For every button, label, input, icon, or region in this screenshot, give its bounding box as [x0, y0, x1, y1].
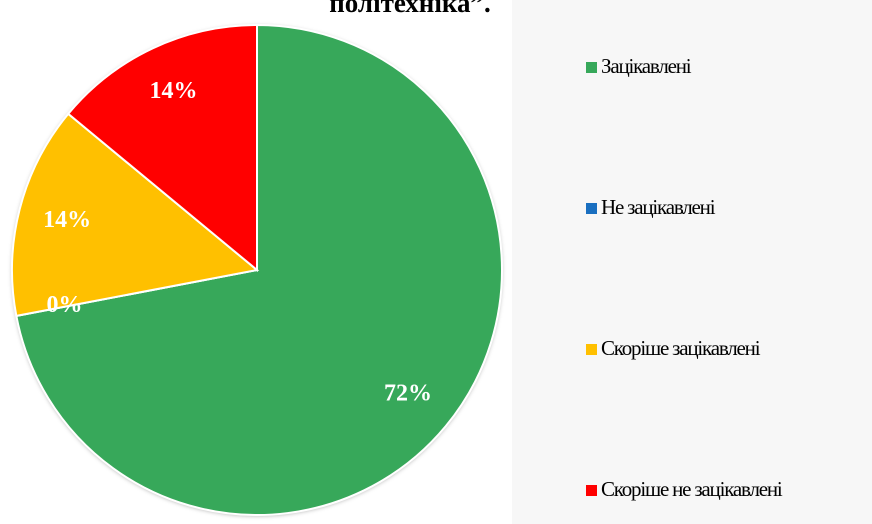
legend-label: Зацікавлені	[601, 54, 692, 78]
legend-swatch	[586, 485, 597, 496]
legend-label: Скоріше зацікавлені	[601, 336, 761, 360]
chart-title: політехніка”.	[329, 0, 491, 18]
data-label: 14%	[43, 207, 91, 233]
pie: 72% 0% 14% 14%	[11, 23, 503, 516]
pie-slice	[66, 23, 258, 273]
legend-swatch	[586, 62, 597, 73]
data-label: 0%	[46, 292, 82, 318]
legend: Зацікавлені Не зацікавлені Скоріше зацікав…	[586, 54, 784, 501]
legend-label: Скоріше не зацікавлені	[601, 477, 783, 501]
pie-slice	[11, 112, 260, 318]
legend-swatch	[586, 203, 597, 214]
data-label: 14%	[150, 78, 198, 104]
pie-slice	[15, 23, 503, 516]
legend-swatch	[586, 344, 597, 355]
legend-label: Не зацікавлені	[601, 195, 716, 219]
data-label: 72%	[384, 380, 432, 406]
legend-area	[512, 0, 872, 524]
